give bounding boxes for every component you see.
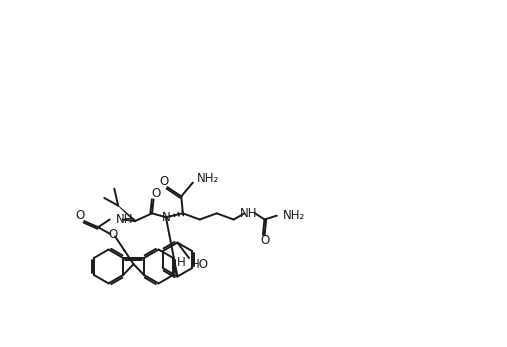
Text: O: O xyxy=(151,187,161,200)
Text: NH₂: NH₂ xyxy=(283,209,305,222)
Text: H: H xyxy=(177,256,186,269)
Text: HO: HO xyxy=(191,258,209,271)
Polygon shape xyxy=(118,206,135,222)
Text: O: O xyxy=(76,209,85,222)
Text: NH: NH xyxy=(240,207,258,220)
Text: N: N xyxy=(162,211,170,225)
Text: O: O xyxy=(159,175,168,187)
Text: NH₂: NH₂ xyxy=(197,172,219,185)
Text: NH: NH xyxy=(116,213,133,226)
Text: O: O xyxy=(108,228,118,240)
Text: O: O xyxy=(261,234,270,247)
